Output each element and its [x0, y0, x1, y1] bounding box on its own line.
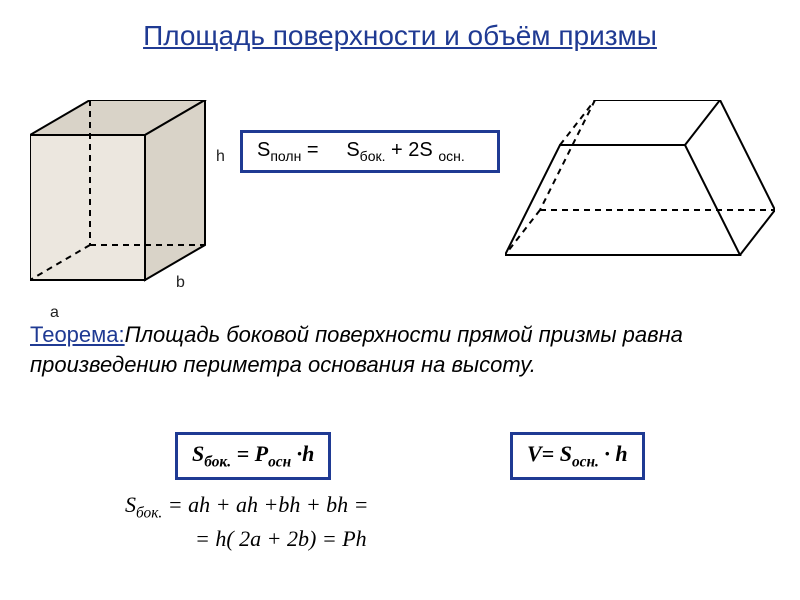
theorem-label: Теорема: — [30, 322, 125, 347]
cuboid-diagram — [30, 100, 215, 290]
theorem: Теорема:Площадь боковой поверхности прям… — [30, 320, 770, 379]
formula-volume: V= Sосн. · h — [510, 432, 645, 480]
lateral-expansion: Sбок. = ah + ah +bh + bh = = h( 2a + 2b)… — [125, 490, 685, 555]
formula-lateral-surface: Sбок. = Pосн ·h — [175, 432, 331, 480]
trapezoidal-prism-diagram — [505, 100, 775, 270]
expansion-line1: Sбок. = ah + ah +bh + bh = — [125, 490, 685, 524]
page-title: Площадь поверхности и объём призмы — [120, 18, 680, 54]
formula-full-surface: Sполн = Sбок. + 2S осн. — [240, 130, 500, 173]
expansion-line2: = h( 2a + 2b) = Ph — [125, 524, 685, 555]
theorem-text: Площадь боковой поверхности прямой призм… — [30, 322, 683, 377]
label-b: b — [176, 274, 185, 292]
label-h: h — [216, 148, 225, 166]
